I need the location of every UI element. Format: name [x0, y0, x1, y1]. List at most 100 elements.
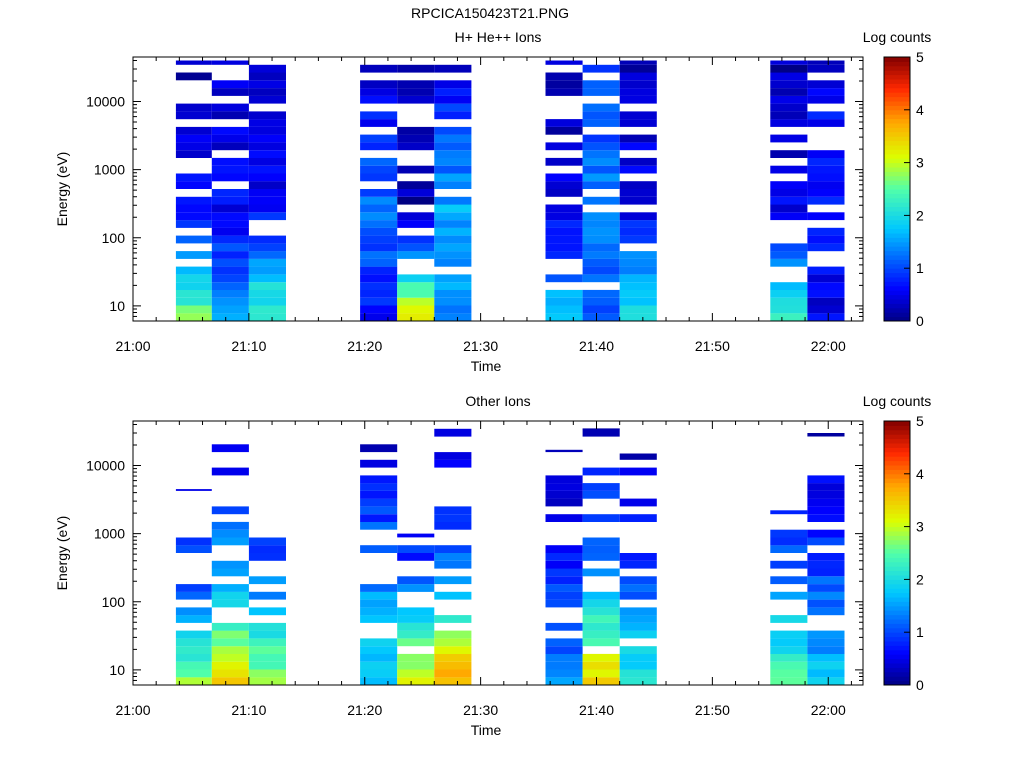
spectrogram-column: [397, 64, 435, 321]
energy-bin: [360, 243, 398, 252]
energy-bin: [397, 661, 435, 670]
energy-bin: [248, 669, 286, 678]
energy-bin: [582, 274, 620, 283]
colorbar-segment: [884, 605, 910, 611]
energy-bin: [582, 251, 620, 259]
energy-bin: [807, 553, 845, 561]
colorbar-segment: [884, 469, 910, 475]
energy-bin: [434, 591, 472, 600]
energy-bin: [619, 196, 657, 205]
colorbar-segment: [884, 118, 910, 124]
energy-bin: [211, 111, 249, 120]
x-tick-label: 22:00: [811, 338, 846, 354]
colorbar-segment: [884, 277, 910, 282]
spectrogram-column: [434, 428, 472, 685]
energy-bin: [248, 553, 286, 561]
energy-bin: [248, 591, 286, 600]
energy-bin: [582, 165, 620, 174]
energy-bin: [807, 537, 845, 546]
energy-bin: [434, 638, 472, 647]
energy-bin: [211, 251, 249, 259]
energy-bin: [582, 157, 620, 166]
energy-bin: [211, 189, 249, 197]
spectrogram-column: [175, 60, 212, 321]
energy-bin: [211, 235, 249, 244]
energy-bin: [434, 653, 472, 662]
energy-bin: [434, 428, 472, 437]
energy-bin: [211, 584, 249, 592]
energy-bin: [360, 289, 398, 298]
colorbar-segment: [884, 544, 910, 550]
energy-bin: [397, 251, 435, 259]
energy-bin: [360, 615, 398, 623]
energy-bin: [545, 646, 583, 654]
energy-bin: [360, 514, 398, 522]
colorbar-segment: [884, 202, 910, 208]
colorbar-segment: [884, 96, 910, 102]
energy-bin: [545, 305, 583, 314]
energy-bin: [770, 669, 808, 678]
energy-bin: [360, 483, 398, 491]
energy-bin: [582, 142, 620, 151]
energy-bin: [175, 677, 212, 685]
energy-bin: [175, 289, 212, 298]
colorbar-segment: [884, 460, 910, 466]
energy-bin: [175, 150, 212, 158]
energy-bin: [582, 258, 620, 267]
energy-bin: [770, 661, 808, 670]
energy-bin: [619, 134, 657, 143]
energy-bin: [434, 80, 472, 89]
colorbar-segment: [884, 579, 910, 585]
colorbar-segment: [884, 632, 910, 638]
y-tick-label: 10000: [86, 94, 125, 110]
x-tick-label: 22:00: [811, 702, 846, 718]
colorbar-segment: [884, 619, 910, 624]
energy-bin: [807, 576, 845, 585]
energy-bin: [545, 661, 583, 670]
energy-bin: [770, 677, 808, 685]
y-tick-label: 10: [109, 662, 125, 678]
energy-bin: [619, 64, 657, 73]
energy-bin: [248, 95, 286, 104]
x-tick-label: 21:00: [115, 702, 150, 718]
energy-bin: [175, 282, 212, 290]
colorbar-segment: [884, 290, 910, 296]
energy-bin: [175, 661, 212, 670]
energy-bin: [807, 607, 845, 616]
colorbar-segment: [884, 526, 910, 532]
energy-bin: [175, 111, 212, 120]
energy-bin: [619, 266, 657, 275]
energy-bin: [175, 173, 212, 182]
energy-bin: [434, 142, 472, 151]
energy-bin: [397, 584, 435, 592]
colorbar-segment: [884, 193, 910, 199]
colorbar-segment: [884, 272, 910, 278]
energy-bin: [360, 119, 398, 127]
energy-bin: [545, 677, 583, 685]
colorbar-segment: [884, 623, 910, 629]
colorbar-segment: [884, 303, 910, 309]
energy-bin: [619, 560, 657, 569]
energy-bin: [360, 490, 398, 499]
energy-bin: [770, 60, 808, 65]
energy-bin: [175, 653, 212, 662]
energy-bin: [434, 576, 472, 585]
energy-bin: [211, 289, 249, 298]
energy-bin: [770, 258, 808, 267]
energy-bin: [619, 212, 657, 221]
colorbar-segment: [884, 575, 910, 580]
spectrogram-column: [770, 60, 808, 321]
colorbar-segment: [884, 61, 910, 67]
energy-bin: [582, 212, 620, 221]
energy-bin: [434, 282, 472, 290]
energy-bin: [545, 514, 583, 522]
energy-bin: [434, 204, 472, 213]
energy-bin: [582, 537, 620, 546]
energy-bin: [211, 220, 249, 228]
energy-bin: [211, 88, 249, 96]
energy-bin: [545, 274, 583, 283]
energy-bin: [248, 80, 286, 89]
energy-bin: [211, 297, 249, 306]
energy-bin: [807, 313, 845, 321]
energy-bin: [397, 607, 435, 616]
